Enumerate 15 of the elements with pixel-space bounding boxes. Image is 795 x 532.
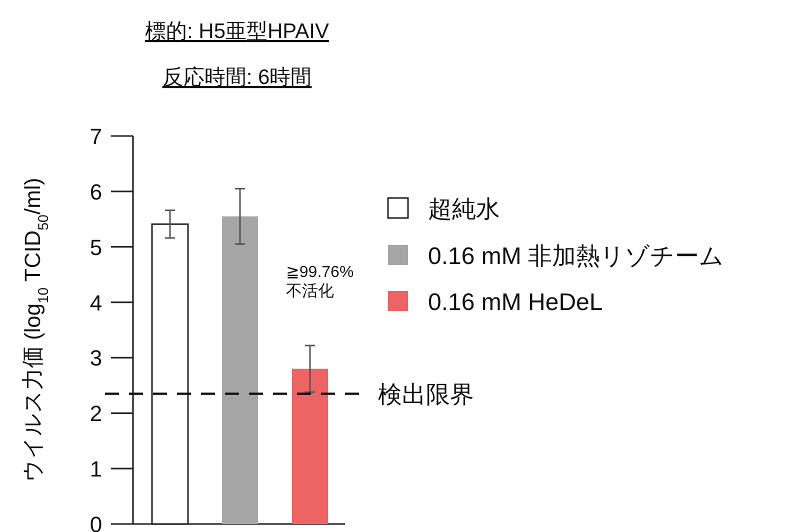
y-tick-label: 5 xyxy=(90,234,102,260)
y-tick-label: 2 xyxy=(90,401,102,426)
y-tick-label: 0 xyxy=(90,512,102,532)
legend-label: 超純水 xyxy=(428,196,500,223)
y-tick-label: 4 xyxy=(90,290,102,316)
y-tick-label: 6 xyxy=(90,179,102,204)
y-tick-label: 1 xyxy=(90,456,102,482)
y-tick-label: 7 xyxy=(90,124,102,149)
y-tick-label: 3 xyxy=(90,346,102,371)
annotation: ≧99.76% 不活化 xyxy=(286,264,354,300)
chart-subtitle: 反応時間: 6時間 xyxy=(162,66,312,89)
legend-label: 0.16 mM 非加熱リゾチーム xyxy=(428,243,724,270)
ref-line-label: 検出限界 xyxy=(378,382,474,409)
legend-label: 0.16 mM HeDeL xyxy=(428,289,603,316)
chart-title: 標的: H5亜型HPAIV xyxy=(145,20,329,43)
